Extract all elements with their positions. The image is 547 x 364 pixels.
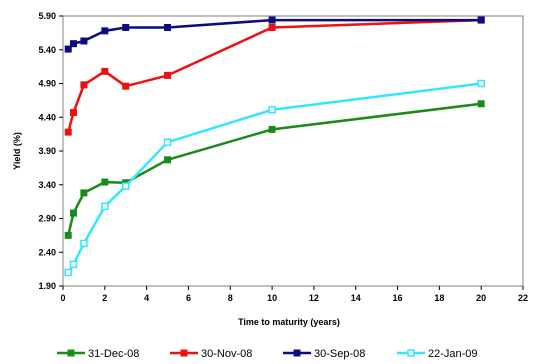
y-tick-label: 3.40 [38,180,56,190]
data-point [101,27,109,35]
data-point [164,23,172,31]
legend-label: 30-Sep-08 [314,348,365,360]
data-point [64,45,72,53]
data-point [101,178,109,186]
data-point [101,202,109,211]
series-layer [64,16,485,277]
data-point [268,106,276,114]
data-point [122,82,130,90]
data-point [477,16,485,24]
legend: 31-Dec-08 30-Nov-08 30-Sep-08 22-Jan-09 [57,348,478,360]
data-point [268,23,276,31]
legend-item: 30-Nov-08 [170,348,252,360]
data-point [80,239,88,248]
y-tick-label: 5.90 [38,11,56,21]
series-line [66,18,482,133]
data-point [69,260,78,269]
data-point [69,209,77,217]
data-point [64,268,72,277]
x-tick-label: 14 [351,293,361,303]
x-tick-label: 4 [144,293,149,303]
legend-swatch-marker [67,349,75,357]
data-point [64,128,72,136]
data-point [477,79,485,88]
series-0 [64,100,485,239]
data-point [268,16,276,24]
legend-swatch-marker [180,349,188,357]
data-point [268,125,276,133]
legend-label: 22-Jan-09 [428,348,478,360]
data-point [163,138,172,146]
y-tick-label: 2.40 [38,247,56,257]
data-point [122,23,130,31]
x-tick-label: 12 [309,293,319,303]
x-tick-label: 18 [434,293,444,303]
y-tick-label: 1.90 [38,281,56,291]
plot-frame [62,15,524,287]
axes: 1.90 2.40 2.90 3.40 3.90 4.40 4.90 5.40 5.90 0 2 4 6… [38,11,528,303]
legend-item: 30-Sep-08 [283,348,365,360]
y-tick-label: 5.40 [38,45,56,55]
x-tick-label: 20 [476,293,486,303]
legend-item: 22-Jan-09 [397,348,478,360]
plot-area [62,15,524,287]
legend-label: 31-Dec-08 [88,348,139,360]
data-point [101,67,109,75]
y-tick-label: 4.40 [38,112,56,122]
y-tick-label: 2.90 [38,214,56,224]
legend-label: 30-Nov-08 [201,348,252,360]
y-tick-label: 3.90 [38,146,56,156]
data-point [69,109,77,117]
data-point [80,81,88,89]
data-point [164,71,172,79]
x-tick-label: 16 [393,293,403,303]
legend-item: 31-Dec-08 [57,348,139,360]
data-point [80,37,88,45]
legend-swatch-marker [293,349,301,357]
data-point [69,40,77,48]
legend-swatch-marker [407,349,415,357]
y-axis-title: Yield (%) [12,132,22,170]
data-point [477,100,485,108]
series-2 [64,16,485,53]
x-tick-label: 8 [228,293,233,303]
x-tick-label: 22 [518,293,528,303]
series-3 [64,79,485,277]
x-tick-label: 10 [267,293,277,303]
x-tick-label: 2 [102,293,107,303]
data-point [164,156,172,164]
x-axis-title: Time to maturity (years) [238,317,340,327]
data-point [121,182,130,190]
x-tick-label: 6 [186,293,191,303]
series-1 [64,16,485,136]
x-tick-label: 0 [60,293,65,303]
y-tick-label: 4.90 [38,79,56,89]
data-point [80,189,88,197]
data-point [64,231,72,239]
